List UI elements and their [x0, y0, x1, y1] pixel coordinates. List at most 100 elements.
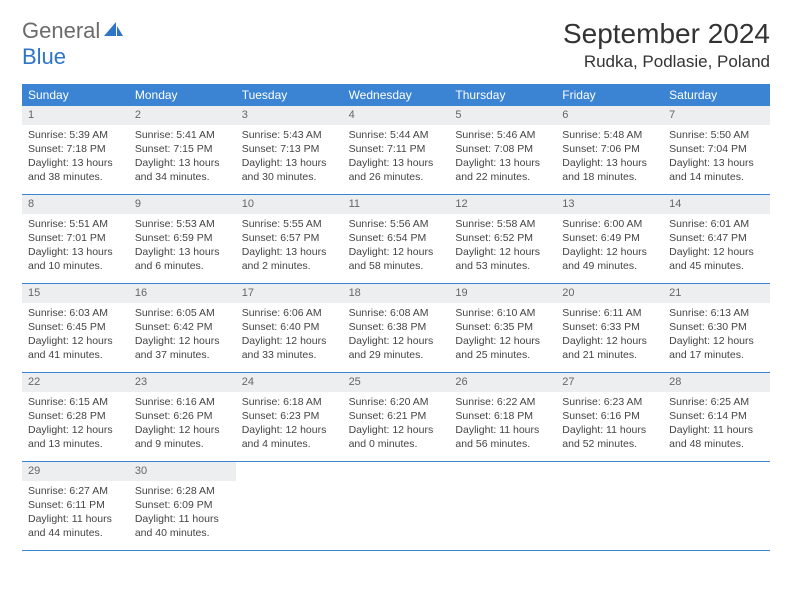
day-cell [449, 462, 556, 550]
sunset-line: Sunset: 6:45 PM [28, 320, 123, 334]
sunset-line: Sunset: 7:08 PM [455, 142, 550, 156]
day-cell [663, 462, 770, 550]
sunrise-line: Sunrise: 6:18 AM [242, 395, 337, 409]
day-cell: 9Sunrise: 5:53 AMSunset: 6:59 PMDaylight… [129, 195, 236, 283]
daylight-line: Daylight: 12 hours and 41 minutes. [28, 334, 123, 362]
sunrise-line: Sunrise: 6:28 AM [135, 484, 230, 498]
day-header: Monday [129, 84, 236, 106]
day-headers-row: SundayMondayTuesdayWednesdayThursdayFrid… [22, 84, 770, 106]
daylight-line: Daylight: 11 hours and 48 minutes. [669, 423, 764, 451]
sunset-line: Sunset: 6:47 PM [669, 231, 764, 245]
day-body: Sunrise: 5:46 AMSunset: 7:08 PMDaylight:… [449, 127, 556, 189]
sunrise-line: Sunrise: 6:08 AM [349, 306, 444, 320]
sunrise-line: Sunrise: 5:55 AM [242, 217, 337, 231]
day-number: 30 [129, 462, 236, 481]
daylight-line: Daylight: 13 hours and 2 minutes. [242, 245, 337, 273]
day-body: Sunrise: 5:53 AMSunset: 6:59 PMDaylight:… [129, 216, 236, 278]
day-number: 6 [556, 106, 663, 125]
day-cell: 12 Sunrise: 5:58 AMSunset: 6:52 PMDayligh… [449, 195, 556, 283]
day-number: 19 [449, 284, 556, 303]
day-body: Sunrise: 6:22 AMSunset: 6:18 PMDaylight:… [449, 394, 556, 456]
sunset-line: Sunset: 6:59 PM [135, 231, 230, 245]
sunset-line: Sunset: 6:49 PM [562, 231, 657, 245]
day-cell [343, 462, 450, 550]
sunrise-line: Sunrise: 5:46 AM [455, 128, 550, 142]
sunrise-line: Sunrise: 6:16 AM [135, 395, 230, 409]
day-cell: 19 Sunrise: 6:10 AMSunset: 6:35 PMDayligh… [449, 284, 556, 372]
sunset-line: Sunset: 7:13 PM [242, 142, 337, 156]
day-cell: 18Sunrise: 6:08 AMSunset: 6:38 PMDayligh… [343, 284, 450, 372]
day-number: 29 [22, 462, 129, 481]
day-number: 17 [236, 284, 343, 303]
daylight-line: Daylight: 12 hours and 13 minutes. [28, 423, 123, 451]
day-header: Thursday [449, 84, 556, 106]
day-body: Sunrise: 5:51 AMSunset: 7:01 PMDaylight:… [22, 216, 129, 278]
day-cell: 28Sunrise: 6:25 AMSunset: 6:14 PMDayligh… [663, 373, 770, 461]
day-number: 2 [129, 106, 236, 125]
day-cell: 13Sunrise: 6:00 AMSunset: 6:49 PMDayligh… [556, 195, 663, 283]
day-cell: 25Sunrise: 6:20 AMSunset: 6:21 PMDayligh… [343, 373, 450, 461]
logo: General Blue [22, 18, 124, 70]
daylight-line: Daylight: 13 hours and 14 minutes. [669, 156, 764, 184]
day-number: 24 [236, 373, 343, 392]
day-cell: 23Sunrise: 6:16 AMSunset: 6:26 PMDayligh… [129, 373, 236, 461]
day-number: 11 [343, 195, 450, 214]
sunrise-line: Sunrise: 6:10 AM [455, 306, 550, 320]
day-header: Wednesday [343, 84, 450, 106]
day-body: Sunrise: 6:20 AMSunset: 6:21 PMDaylight:… [343, 394, 450, 456]
day-cell [236, 462, 343, 550]
day-body: Sunrise: 6:05 AMSunset: 6:42 PMDaylight:… [129, 305, 236, 367]
day-body: Sunrise: 6:10 AMSunset: 6:35 PMDaylight:… [449, 305, 556, 367]
day-header: Tuesday [236, 84, 343, 106]
daylight-line: Daylight: 12 hours and 17 minutes. [669, 334, 764, 362]
day-cell: 20Sunrise: 6:11 AMSunset: 6:33 PMDayligh… [556, 284, 663, 372]
day-body: Sunrise: 5:58 AMSunset: 6:52 PMDaylight:… [449, 216, 556, 278]
day-cell: 1Sunrise: 5:39 AMSunset: 7:18 PMDaylight… [22, 106, 129, 194]
sunset-line: Sunset: 7:15 PM [135, 142, 230, 156]
daylight-line: Daylight: 13 hours and 10 minutes. [28, 245, 123, 273]
month-title: September 2024 [563, 18, 770, 50]
week-row: 15Sunrise: 6:03 AMSunset: 6:45 PMDayligh… [22, 284, 770, 373]
sunset-line: Sunset: 7:18 PM [28, 142, 123, 156]
weeks-container: 1 Sunrise: 5:39 AMSunset: 7:18 PM Daylight… [22, 106, 770, 551]
day-number: 21 [663, 284, 770, 303]
day-body: Sunrise: 5:44 AMSunset: 7:11 PMDaylight:… [343, 127, 450, 189]
day-number: 12 [449, 195, 556, 214]
daylight-line: Daylight: 11 hours and 56 minutes. [455, 423, 550, 451]
sunset-line: Sunset: 7:11 PM [349, 142, 444, 156]
day-body: Sunrise: 6:15 AMSunset: 6:28 PMDaylight:… [22, 394, 129, 456]
sunrise-line: Sunrise: 6:15 AM [28, 395, 123, 409]
day-header: Saturday [663, 84, 770, 106]
sunset-line: Sunset: 7:04 PM [669, 142, 764, 156]
daylight-line: Daylight: 12 hours and 58 minutes. [349, 245, 444, 273]
daylight-line: Daylight: 11 hours and 44 minutes. [28, 512, 123, 540]
daylight-line: Daylight: 12 hours and 49 minutes. [562, 245, 657, 273]
day-number: 5 [449, 106, 556, 125]
daylight-line: Daylight: 12 hours and 9 minutes. [135, 423, 230, 451]
sunset-line: Sunset: 6:40 PM [242, 320, 337, 334]
week-row: 29 Sunrise: 6:27 AMSunset: 6:11 PMDayligh… [22, 462, 770, 551]
day-number: 7 [663, 106, 770, 125]
logo-text-blue: Blue [22, 44, 66, 69]
sunrise-line: Sunrise: 6:13 AM [669, 306, 764, 320]
day-number: 1 [22, 106, 129, 125]
day-body: Sunrise: 6:16 AMSunset: 6:26 PMDaylight:… [129, 394, 236, 456]
day-body: Sunrise: 6:25 AMSunset: 6:14 PMDaylight:… [663, 394, 770, 456]
day-body: Sunrise: 6:28 AMSunset: 6:09 PMDaylight:… [129, 483, 236, 545]
sunset-line: Sunset: 6:11 PM [28, 498, 123, 512]
logo-text-general: General [22, 18, 100, 43]
day-cell: 10Sunrise: 5:55 AMSunset: 6:57 PMDayligh… [236, 195, 343, 283]
day-body: Sunrise: 6:27 AMSunset: 6:11 PMDaylight:… [22, 483, 129, 545]
sunrise-line: Sunrise: 5:39 AM [28, 128, 123, 142]
day-cell: 4Sunrise: 5:44 AMSunset: 7:11 PMDaylight… [343, 106, 450, 194]
daylight-line: Daylight: 13 hours and 18 minutes. [562, 156, 657, 184]
header: General Blue September 2024 Rudka, Podla… [22, 18, 770, 72]
sunrise-line: Sunrise: 6:11 AM [562, 306, 657, 320]
sunrise-line: Sunrise: 5:50 AM [669, 128, 764, 142]
day-cell: 27Sunrise: 6:23 AMSunset: 6:16 PMDayligh… [556, 373, 663, 461]
day-body: Sunrise: 6:18 AMSunset: 6:23 PMDaylight:… [236, 394, 343, 456]
daylight-line: Daylight: 12 hours and 37 minutes. [135, 334, 230, 362]
day-number: 16 [129, 284, 236, 303]
day-cell: 14Sunrise: 6:01 AMSunset: 6:47 PMDayligh… [663, 195, 770, 283]
sunset-line: Sunset: 7:06 PM [562, 142, 657, 156]
